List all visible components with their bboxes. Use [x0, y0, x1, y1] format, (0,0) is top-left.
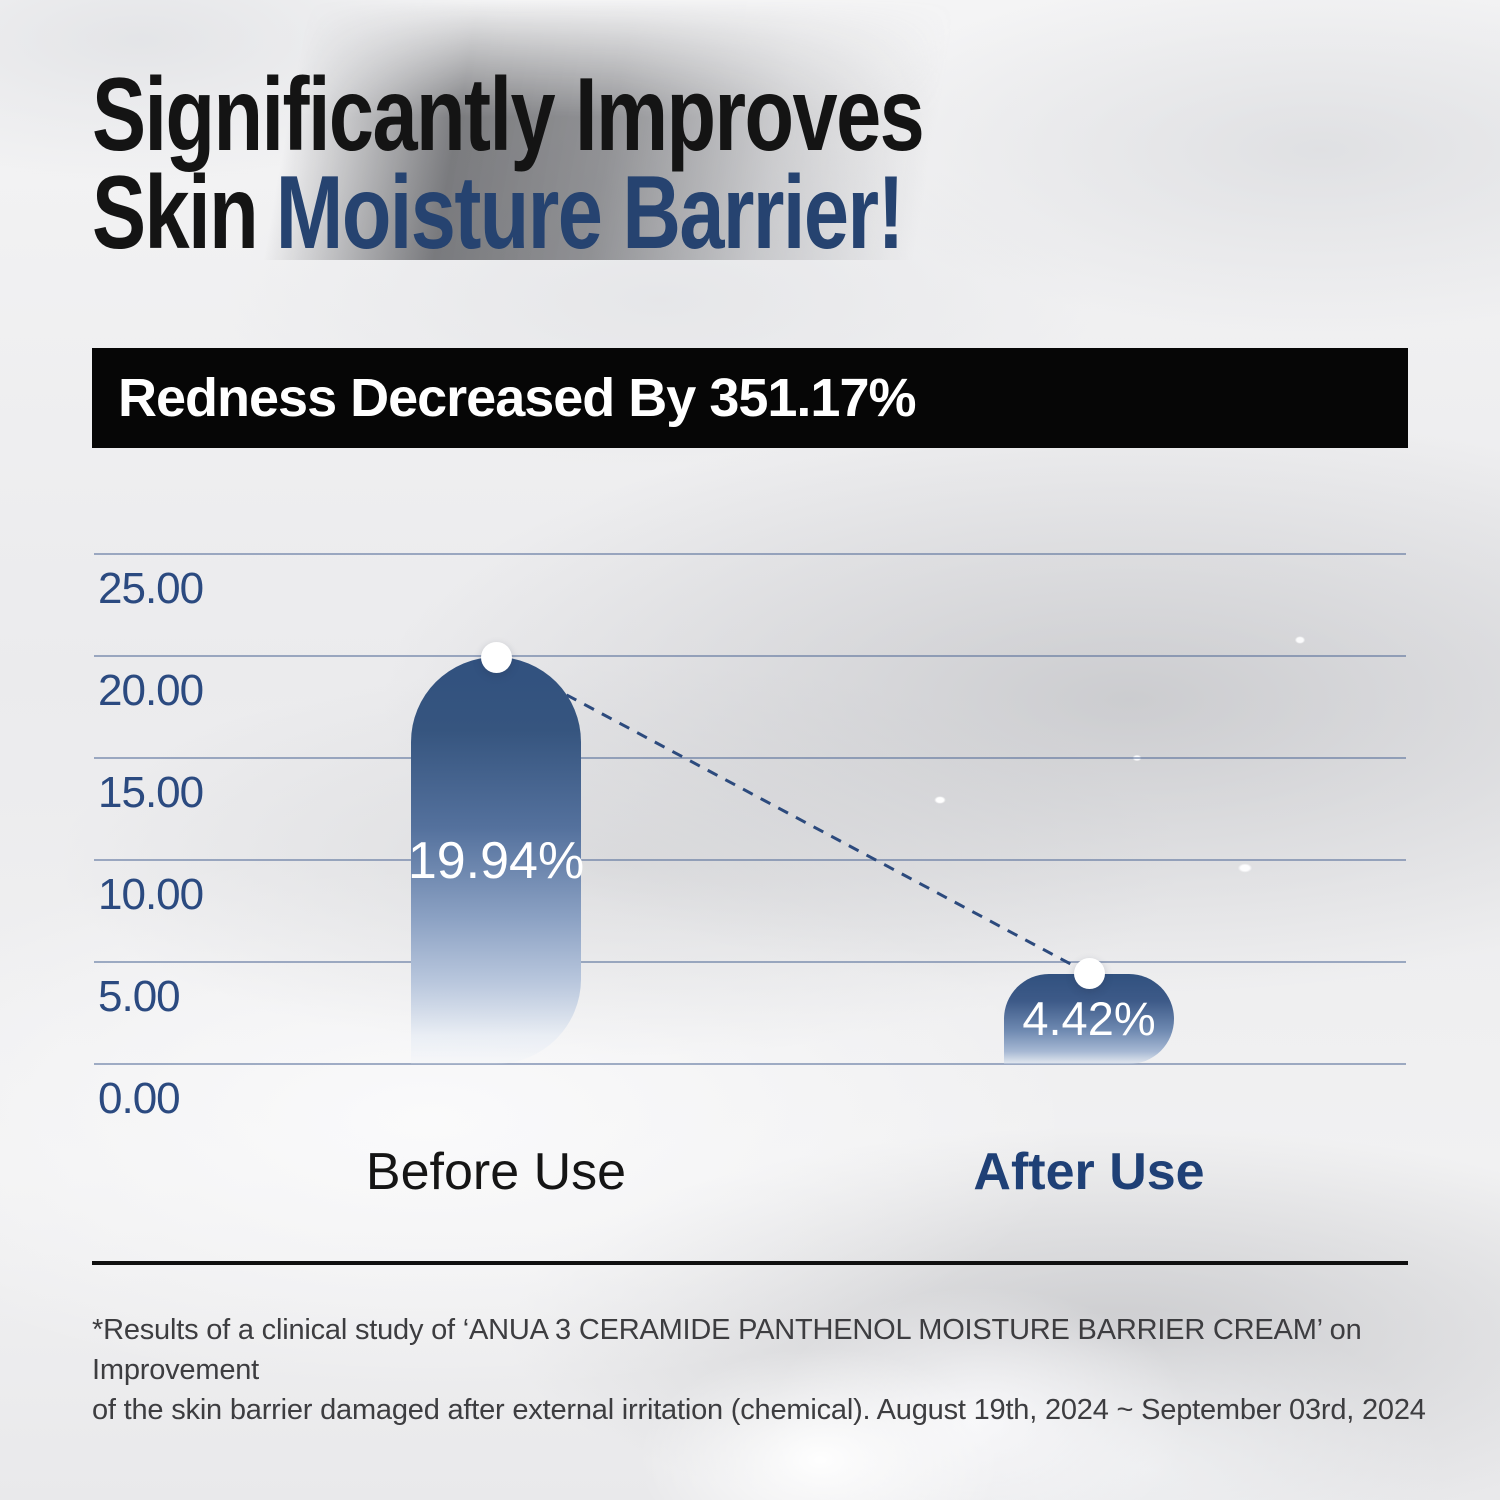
gridline [94, 1063, 1406, 1065]
data-point-after-dot [1073, 958, 1105, 990]
footnote-line1: *Results of a clinical study of ‘ANUA 3 … [92, 1314, 1362, 1386]
y-axis-tick-label: 20.00 [98, 666, 204, 715]
gridline [94, 655, 1406, 657]
gridline [94, 553, 1406, 555]
stat-banner: Redness Decreased By 351.17% [92, 348, 1408, 448]
footnote-line2: of the skin barrier damaged after extern… [92, 1394, 1426, 1426]
footer-divider-line [92, 1261, 1408, 1265]
redness-bar-chart: 19.94% 4.42% Before Use After Use 25.00 2… [94, 540, 1406, 1240]
bar-value-label-after: 4.42% [1022, 992, 1156, 1046]
y-axis-tick-label: 10.00 [98, 870, 204, 919]
y-axis-tick-label: 15.00 [98, 768, 204, 817]
gridline [94, 961, 1406, 963]
page-title: Significantly Improves Skin Moisture Barr… [92, 63, 925, 265]
y-axis-tick-label: 0.00 [98, 1074, 181, 1123]
data-point-before-dot [480, 641, 512, 673]
x-axis-label-before-use: Before Use [365, 1143, 627, 1201]
gridline [94, 757, 1406, 759]
title-line2-highlight: Moisture Barrier! [275, 155, 905, 271]
x-axis-label-after-use: After Use [973, 1143, 1205, 1201]
gridline [94, 859, 1406, 861]
bar-value-label-before: 19.94% [407, 831, 585, 890]
bar-before-use: 19.94% [407, 657, 585, 1064]
y-axis-tick-label: 5.00 [98, 972, 181, 1021]
y-axis-tick-label: 25.00 [98, 564, 204, 613]
connector-dashed-line [495, 655, 1090, 976]
title-line1: Significantly Improves [92, 57, 925, 173]
stat-banner-text: Redness Decreased By 351.17% [118, 368, 917, 428]
title-line2-black: Skin [92, 155, 259, 271]
footnote: *Results of a clinical study of ‘ANUA 3 … [92, 1310, 1432, 1430]
